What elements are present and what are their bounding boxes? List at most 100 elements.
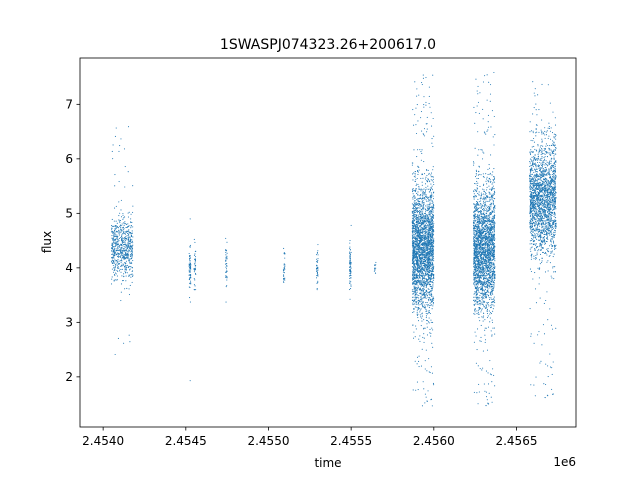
data-point xyxy=(226,279,228,281)
data-point xyxy=(420,239,422,242)
data-point xyxy=(483,189,485,191)
data-point xyxy=(420,194,422,196)
data-point xyxy=(284,264,286,266)
data-point xyxy=(188,279,190,281)
data-point xyxy=(493,178,495,180)
data-point xyxy=(113,220,115,222)
data-point xyxy=(426,209,429,211)
data-point xyxy=(375,267,377,269)
data-point xyxy=(425,248,427,250)
data-point xyxy=(131,241,133,243)
data-point xyxy=(427,233,429,235)
data-point xyxy=(117,259,119,261)
data-point xyxy=(430,292,432,294)
data-point xyxy=(116,263,118,265)
data-point xyxy=(419,288,421,290)
data-point xyxy=(111,261,113,264)
data-point xyxy=(489,317,491,319)
data-point xyxy=(427,197,429,199)
data-point xyxy=(225,237,227,239)
data-point xyxy=(421,289,423,291)
data-point xyxy=(485,200,487,202)
data-point xyxy=(316,289,318,291)
data-point xyxy=(423,341,425,343)
data-point xyxy=(426,262,428,264)
data-point xyxy=(284,266,286,268)
data-point xyxy=(494,223,496,225)
data-point xyxy=(432,178,434,180)
data-point xyxy=(432,74,434,76)
data-point xyxy=(431,262,434,264)
data-point xyxy=(111,260,113,262)
data-point xyxy=(414,174,416,176)
data-point xyxy=(117,242,119,244)
data-point xyxy=(422,189,424,191)
data-point xyxy=(415,245,417,247)
data-point xyxy=(122,254,124,256)
data-point xyxy=(430,398,433,400)
data-point xyxy=(118,233,120,235)
data-point xyxy=(317,282,319,284)
data-point xyxy=(432,203,435,205)
data-point xyxy=(417,259,419,261)
data-point xyxy=(123,254,125,256)
data-point xyxy=(412,217,414,219)
data-point xyxy=(420,266,422,268)
data-point xyxy=(430,275,432,277)
data-point xyxy=(130,262,132,264)
data-point xyxy=(111,244,114,246)
data-point xyxy=(480,196,482,198)
data-point xyxy=(433,238,435,240)
data-point xyxy=(422,277,424,279)
data-point xyxy=(132,226,134,228)
data-point xyxy=(425,186,427,188)
data-point xyxy=(117,241,119,243)
data-point xyxy=(130,235,133,237)
data-point xyxy=(415,296,417,298)
data-point xyxy=(126,256,128,258)
data-point xyxy=(419,222,421,224)
data-point xyxy=(124,237,126,239)
data-point xyxy=(349,280,351,282)
data-point xyxy=(430,189,432,191)
data-point xyxy=(494,258,496,260)
data-point xyxy=(487,234,489,236)
data-point xyxy=(429,106,431,108)
data-point xyxy=(128,240,131,242)
data-point xyxy=(130,273,132,276)
data-point xyxy=(426,291,428,293)
data-point xyxy=(282,271,284,273)
data-point xyxy=(417,280,419,282)
data-point xyxy=(118,220,121,222)
data-point xyxy=(425,199,427,201)
data-point xyxy=(484,216,486,218)
data-point xyxy=(118,260,120,262)
data-point xyxy=(420,251,422,253)
data-point xyxy=(420,229,422,231)
data-point xyxy=(425,214,427,216)
data-point xyxy=(482,350,484,352)
data-point xyxy=(476,236,478,238)
data-point xyxy=(422,272,424,274)
data-point xyxy=(115,205,117,207)
data-point xyxy=(121,241,123,243)
data-point xyxy=(124,254,127,257)
data-point xyxy=(421,304,423,306)
data-point xyxy=(416,243,418,245)
data-point xyxy=(430,220,433,222)
data-point xyxy=(128,244,130,246)
data-point xyxy=(374,268,376,270)
data-point xyxy=(124,257,126,259)
data-point xyxy=(111,235,113,237)
data-point xyxy=(492,179,494,181)
data-point xyxy=(420,226,422,228)
data-point xyxy=(431,258,433,260)
data-point xyxy=(349,262,351,264)
data-point xyxy=(427,274,429,276)
data-point xyxy=(430,195,432,197)
data-point xyxy=(426,295,428,297)
data-point xyxy=(349,258,351,260)
data-point xyxy=(128,225,130,227)
data-point xyxy=(432,213,434,216)
data-point xyxy=(485,405,487,407)
